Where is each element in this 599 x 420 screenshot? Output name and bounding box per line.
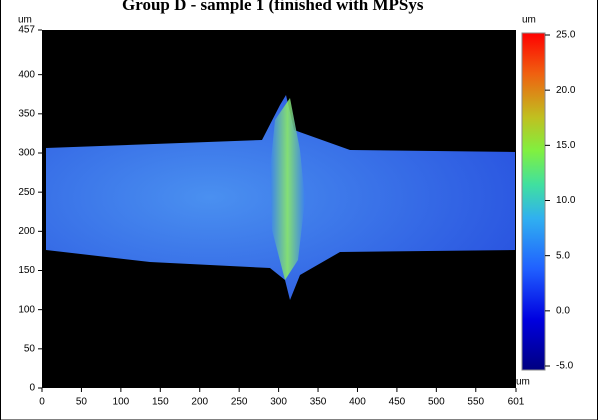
- x-tick-label: 450: [389, 397, 406, 408]
- y-tick-label: 50: [24, 343, 36, 354]
- colorbar-tick-label: 25.0: [556, 30, 576, 41]
- y-tick-label: 300: [18, 148, 35, 159]
- height-map-ridge: [270, 98, 305, 280]
- y-tick-label: 100: [18, 304, 35, 315]
- y-tick-label: 250: [18, 187, 35, 198]
- chart-title: Group D - sample 1 (finished with MPSys: [122, 0, 424, 14]
- x-tick-label: 150: [152, 397, 169, 408]
- colorbar: [521, 32, 546, 371]
- colorbar-tick-label: 5.0: [556, 250, 570, 261]
- y-tick-label: 400: [18, 69, 35, 80]
- y-tick-label: 0: [29, 383, 35, 394]
- x-tick-label: 300: [270, 397, 287, 408]
- x-unit: um: [516, 377, 530, 388]
- x-tick-label: 550: [467, 397, 484, 408]
- x-tick-label: 601: [508, 397, 525, 408]
- colorbar-tick-label: -5.0: [556, 361, 574, 372]
- y-tick-label: 150: [18, 265, 35, 276]
- y-tick-label: 350: [18, 108, 35, 119]
- x-tick-label: 350: [310, 397, 327, 408]
- y-unit: um: [18, 15, 32, 26]
- colorbar-tick-label: 10.0: [556, 195, 576, 206]
- x-tick-label: 0: [39, 397, 45, 408]
- colorbar-unit-top: um: [522, 15, 536, 26]
- y-tick-label: 457: [18, 25, 35, 36]
- x-tick-label: 100: [113, 397, 130, 408]
- y-tick-label: 200: [18, 226, 35, 237]
- x-tick-label: 500: [428, 397, 445, 408]
- x-tick-label: 50: [76, 397, 88, 408]
- colorbar-tick-label: 15.0: [556, 140, 576, 151]
- x-tick-label: 200: [191, 397, 208, 408]
- x-tick-label: 400: [349, 397, 366, 408]
- colorbar-tick-label: 20.0: [556, 85, 576, 96]
- x-tick-label: 250: [231, 397, 248, 408]
- colorbar-tick-label: 0.0: [556, 305, 570, 316]
